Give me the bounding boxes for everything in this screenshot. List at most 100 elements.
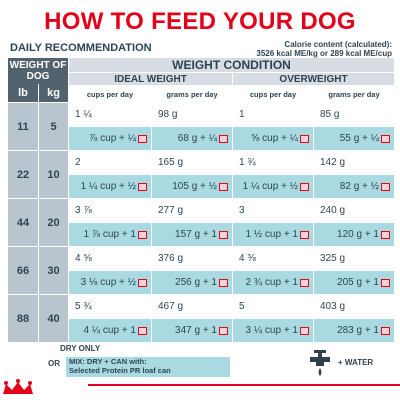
can-icon [138,230,147,239]
can-icon [219,182,228,191]
weight-of-dog-header: WEIGHT OF DOG [8,58,68,84]
calorie-content: Calorie content (calculated): 3526 kcal … [256,40,392,58]
ideal-cups-dry: 5 ¾ [69,295,151,318]
lb-header: lb [8,84,38,102]
weight-kg: 20 [38,199,68,246]
over-grams-mix: 55 g + ¼ [314,127,394,150]
mix-line-1: MIX: DRY + CAN with: [69,357,147,366]
can-icon [219,326,228,335]
over-grams-header: grams per day [314,86,394,102]
mix-value: 120 g + 1 [337,229,379,240]
over-cups-dry: 1 ¾ [233,151,313,174]
weight-lb: 22 [8,151,38,198]
weight-kg: 5 [38,103,68,150]
can-icon [138,278,147,287]
mix-value: 3 ¼ cup + 1 [245,325,298,336]
weight-kg: 30 [38,247,68,294]
over-grams-mix: 283 g + 1 [314,319,394,342]
ideal-cups-mix: ⅞ cup + ¼ [69,127,151,150]
calorie-line-2: 3526 kcal ME/kg or 289 kcal ME/cup [256,49,392,58]
ideal-cups-dry: 2 [69,151,151,174]
can-icon [381,326,390,335]
or-label: OR [48,359,60,368]
over-cups-mix: 2 ¾ cup + 1 [233,271,313,294]
can-icon [381,134,390,143]
ideal-cups-mix: 4 ¼ cup + 1 [69,319,151,342]
weight-lb: 66 [8,247,38,294]
ideal-grams-header: grams per day [152,86,232,102]
page-title: HOW TO FEED YOUR DOG [44,8,356,35]
over-cups-dry: 3 [233,199,313,222]
can-icon [138,134,147,143]
mix-value: 3 ⅛ cup + ½ [80,277,136,288]
can-icon [219,134,228,143]
mix-value: ⅞ cup + ¼ [89,133,136,144]
ideal-cups-mix: 1 ⅞ cup + 1 [69,223,151,246]
ideal-grams-dry: 98 g [152,103,232,126]
over-grams-dry: 325 g [314,247,394,270]
can-icon [300,326,309,335]
mix-value: 1 ⅞ cup + 1 [83,229,136,240]
weight-kg: 10 [38,151,68,198]
mix-value: 82 g + ½ [339,181,379,192]
mix-value: 256 g + 1 [175,277,217,288]
can-icon [138,326,147,335]
water-text: WATER [344,358,374,367]
weight-lb: 11 [8,103,38,150]
dry-only-label: DRY ONLY [60,344,101,353]
faucet-icon [308,348,336,385]
ideal-cups-dry: 4 ⅝ [69,247,151,270]
mix-value: 55 g + ¼ [339,133,379,144]
over-cups-dry: 1 [233,103,313,126]
over-grams-mix: 205 g + 1 [314,271,394,294]
over-cups-mix: 3 ¼ cup + 1 [233,319,313,342]
can-icon [300,278,309,287]
mix-value: 105 g + ½ [172,181,217,192]
weight-lb: 88 [8,295,38,342]
over-cups-mix: 1 ½ cup + 1 [233,223,313,246]
ideal-grams-mix: 157 g + 1 [152,223,232,246]
mix-value: ⅝ cup + ¼ [251,133,298,144]
weight-lb: 44 [8,199,38,246]
ideal-cups-mix: 3 ⅛ cup + ½ [69,271,151,294]
ideal-grams-dry: 165 g [152,151,232,174]
can-icon [300,230,309,239]
mix-line-2: Selected Protein PR loaf can [69,366,171,375]
over-grams-dry: 85 g [314,103,394,126]
overweight-header: OVERWEIGHT [233,73,394,85]
water-label: + WATER [338,358,374,367]
over-grams-dry: 142 g [314,151,394,174]
can-icon [138,182,147,191]
mix-value: 157 g + 1 [175,229,217,240]
ideal-grams-mix: 347 g + 1 [152,319,232,342]
can-icon [219,230,228,239]
mix-value: 347 g + 1 [175,325,217,336]
over-cups-dry: 4 ⅜ [233,247,313,270]
over-grams-mix: 82 g + ½ [314,175,394,198]
ideal-grams-mix: 256 g + 1 [152,271,232,294]
weight-condition-header: WEIGHT CONDITION [69,58,394,72]
calorie-line-1: Calorie content (calculated): [284,40,392,49]
over-cups-mix: 1 ¼ cup + ½ [233,175,313,198]
mix-value: 283 g + 1 [337,325,379,336]
can-icon [381,278,390,287]
mix-value: 1 ¼ cup + ½ [80,181,136,192]
mix-value: 1 ¼ cup + ½ [242,181,298,192]
mix-value: 1 ½ cup + 1 [245,229,298,240]
feeding-table: WEIGHT OF DOG lb kg WEIGHT CONDITION IDE… [8,58,394,344]
ideal-grams-dry: 376 g [152,247,232,270]
over-cups-dry: 5 [233,295,313,318]
ideal-grams-dry: 277 g [152,199,232,222]
mix-value: 2 ¾ cup + 1 [245,277,298,288]
ideal-weight-header: IDEAL WEIGHT [69,73,232,85]
ideal-cups-mix: 1 ¼ cup + ½ [69,175,151,198]
ideal-cups-dry: 3 ⅞ [69,199,151,222]
kg-header: kg [38,84,68,102]
weight-kg: 40 [38,295,68,342]
ideal-cups-dry: 1 ¼ [69,103,151,126]
can-icon [219,278,228,287]
ideal-cups-header: cups per day [69,86,151,102]
royal-canin-logo [0,378,58,403]
over-cups-mix: ⅝ cup + ¼ [233,127,313,150]
daily-recommendation-label: DAILY RECOMMENDATION [10,42,152,54]
